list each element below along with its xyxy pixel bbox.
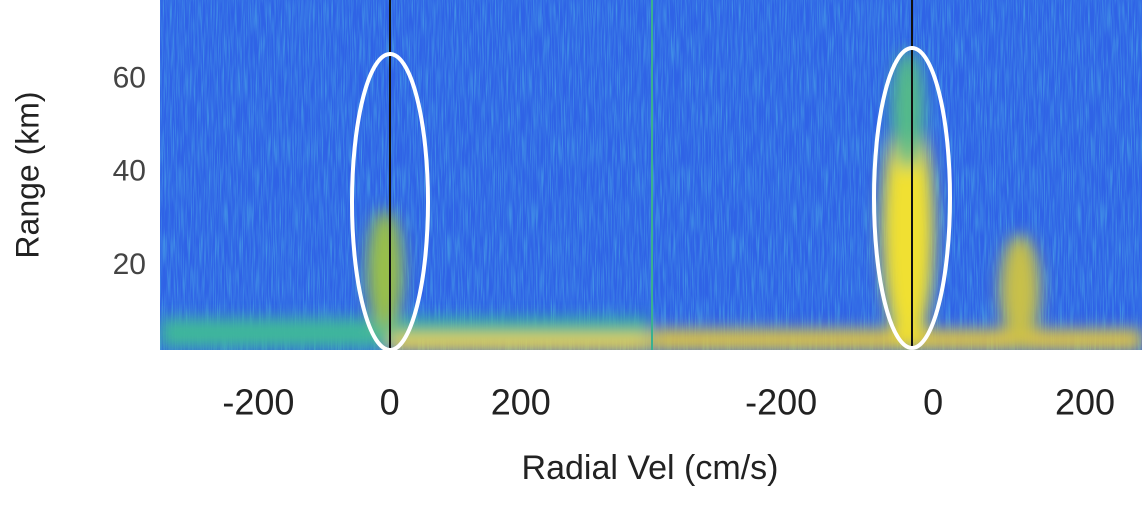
y-axis-label: Range (km) xyxy=(9,91,45,258)
x-axis-label: Radial Vel (cm/s) xyxy=(522,449,779,487)
heatmap-blob xyxy=(892,50,924,170)
y-tick-label: 40 xyxy=(113,155,146,188)
x-tick-label: 200 xyxy=(1055,382,1115,423)
highlight-ellipse xyxy=(350,52,430,352)
heatmap-band xyxy=(390,335,650,350)
heatmap-blob xyxy=(882,110,934,350)
x-tick-label: 200 xyxy=(491,382,551,423)
x-tick-label: -200 xyxy=(745,382,817,423)
x-tick-label: -200 xyxy=(222,382,294,423)
y-tick-label: 60 xyxy=(113,61,146,94)
heatmap-blob xyxy=(1000,235,1040,345)
x-tick-label: 0 xyxy=(923,382,943,423)
y-tick-label: 20 xyxy=(113,248,146,281)
panel-seam xyxy=(651,0,653,350)
heatmap-features xyxy=(160,50,1142,350)
heatmap-image xyxy=(160,0,1142,350)
highlight-ellipse xyxy=(872,46,952,350)
heatmap-blob xyxy=(367,210,403,330)
x-tick-label: 0 xyxy=(380,382,400,423)
